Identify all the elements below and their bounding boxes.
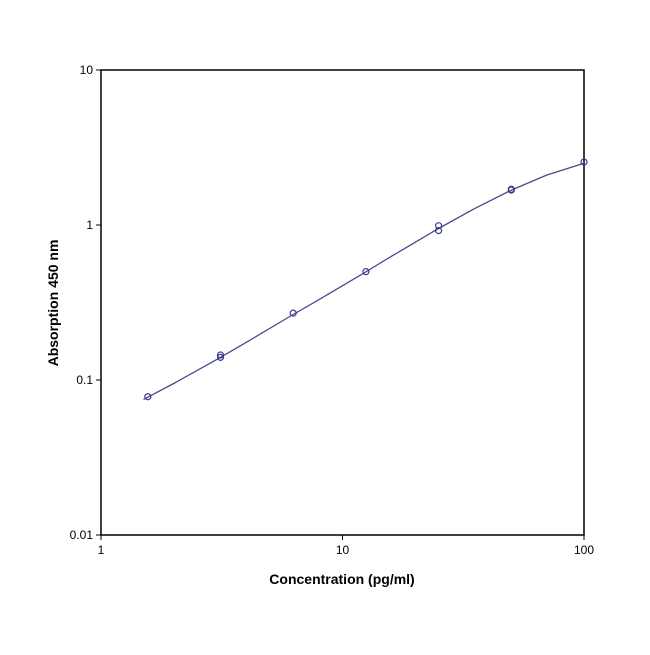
data-point bbox=[216, 353, 225, 361]
fit-curve bbox=[143, 162, 585, 400]
data-point bbox=[580, 158, 588, 166]
x-tick-label: 1 bbox=[98, 543, 105, 557]
y-tick-label: 1 bbox=[86, 218, 93, 232]
y-tick-label: 0.1 bbox=[76, 373, 93, 387]
data-point bbox=[144, 393, 152, 401]
y-tick-label: 0.01 bbox=[70, 528, 94, 542]
data-point bbox=[435, 227, 443, 235]
plot-frame bbox=[100, 69, 585, 536]
data-point bbox=[362, 268, 370, 276]
x-axis-label: Concentration (pg/ml) bbox=[269, 571, 414, 587]
y-axis-label: Absorption 450 nm bbox=[45, 240, 61, 367]
x-tick-label: 10 bbox=[336, 543, 350, 557]
data-point bbox=[216, 351, 225, 359]
data-point bbox=[289, 309, 297, 317]
x-tick-label: 100 bbox=[574, 543, 594, 557]
data-point bbox=[507, 186, 515, 194]
y-tick-label: 10 bbox=[80, 63, 94, 77]
data-point bbox=[435, 222, 443, 230]
